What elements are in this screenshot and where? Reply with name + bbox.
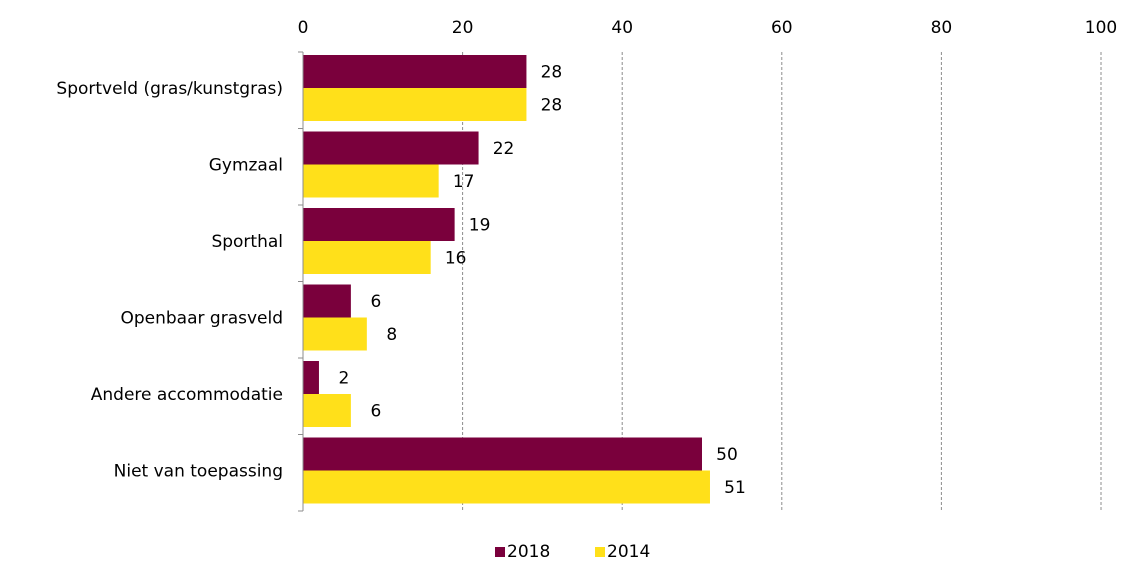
- legend-swatch-2014: [595, 547, 605, 557]
- data-label: 28: [541, 63, 563, 83]
- x-axis-ticks: 0 20 40 60 80 100: [298, 18, 1118, 38]
- data-label: 19: [469, 216, 491, 236]
- bar-2018: [303, 131, 479, 165]
- legend-swatch-2018: [495, 547, 505, 557]
- data-label: 6: [370, 292, 381, 312]
- data-label: 8: [386, 325, 397, 345]
- x-tick-label: 20: [452, 18, 474, 38]
- data-label: 51: [724, 478, 746, 498]
- x-tick-label: 40: [611, 18, 633, 38]
- data-label: 16: [445, 249, 467, 269]
- category-label: Niet van toepassing: [114, 462, 283, 482]
- category-label: Gymzaal: [209, 156, 283, 176]
- bars: [303, 55, 710, 504]
- bar-2018: [303, 437, 702, 471]
- bar-2014: [303, 241, 431, 274]
- y-axis: [298, 51, 304, 512]
- legend-label-2014: 2014: [607, 542, 650, 562]
- x-tick-label: 60: [771, 18, 793, 38]
- bar-2014: [303, 88, 527, 121]
- bar-2014: [303, 470, 710, 504]
- legend: 2018 2014: [495, 542, 650, 562]
- category-labels: Sportveld (gras/kunstgras) Gymzaal Sportha…: [56, 79, 283, 482]
- data-label: 17: [453, 172, 475, 192]
- bar-2014: [303, 317, 367, 351]
- data-label: 22: [493, 139, 515, 159]
- bar-2018: [303, 361, 319, 394]
- x-tick-label: 100: [1085, 18, 1117, 38]
- data-label: 6: [370, 402, 381, 422]
- category-label: Andere accommodatie: [91, 385, 283, 405]
- data-label: 2: [339, 369, 350, 389]
- data-label: 50: [716, 445, 738, 465]
- bar-2018: [303, 208, 455, 241]
- legend-label-2018: 2018: [507, 542, 550, 562]
- bar-2014: [303, 164, 439, 198]
- bar-2018: [303, 284, 351, 318]
- x-tick-label: 0: [298, 18, 309, 38]
- category-label: Sporthal: [211, 232, 283, 252]
- bar-2014: [303, 394, 351, 427]
- bar-2018: [303, 55, 527, 88]
- data-label: 28: [541, 96, 563, 116]
- gridlines: [462, 52, 1102, 511]
- category-label: Openbaar grasveld: [120, 309, 283, 329]
- x-tick-label: 80: [931, 18, 953, 38]
- category-label: Sportveld (gras/kunstgras): [56, 79, 283, 99]
